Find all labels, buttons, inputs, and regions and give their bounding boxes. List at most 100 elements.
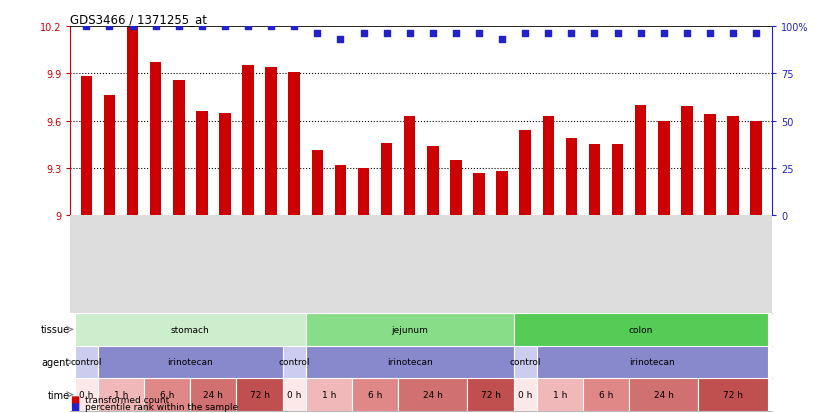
Bar [496,171,508,216]
Text: time: time [48,390,69,400]
Point [519,31,532,38]
Bar [127,27,138,216]
Text: irinotecan: irinotecan [387,358,433,367]
Bar [681,107,693,216]
Bar [288,72,300,216]
Point [704,31,717,38]
Point [149,24,162,30]
Bar [537,346,767,378]
Text: agent: agent [41,357,69,367]
Bar [427,147,439,216]
Text: 72 h: 72 h [481,390,501,399]
Text: 6 h: 6 h [599,390,613,399]
Text: 1 h: 1 h [114,390,128,399]
Text: 24 h: 24 h [654,390,674,399]
Point [681,31,694,38]
Text: 0 h: 0 h [79,390,93,399]
Text: transformed count: transformed count [85,395,169,404]
Bar [306,346,514,378]
Point [472,31,486,38]
Bar [282,346,306,378]
Text: irinotecan: irinotecan [629,358,675,367]
Text: 6 h: 6 h [160,390,174,399]
Point [287,24,301,30]
Point [103,24,116,30]
Bar [75,313,306,346]
Point [380,31,393,38]
Bar [75,346,98,378]
Bar [699,378,767,411]
Text: colon: colon [629,325,653,334]
Bar [311,151,323,216]
Bar [144,378,190,411]
Text: ■: ■ [70,394,79,404]
Bar [150,63,161,216]
Text: 1 h: 1 h [321,390,336,399]
Bar [543,116,554,216]
Bar [635,105,647,216]
Point [126,24,139,30]
Bar [306,378,352,411]
Text: control: control [510,358,541,367]
Bar [352,378,398,411]
Point [311,31,324,38]
Bar [236,378,282,411]
Bar [81,77,93,216]
Point [334,37,347,43]
Bar [98,346,282,378]
Bar [98,378,144,411]
Bar [450,161,462,216]
Bar [727,116,738,216]
Bar [404,116,415,216]
Point [80,24,93,30]
Point [749,31,762,38]
Point [426,31,439,38]
Point [403,31,416,38]
Bar [282,378,306,411]
Point [264,24,278,30]
Point [542,31,555,38]
Text: GDS3466 / 1371255_at: GDS3466 / 1371255_at [70,13,207,26]
Text: 0 h: 0 h [518,390,533,399]
Point [218,24,231,30]
Bar [589,145,601,216]
Bar [520,131,531,216]
Bar [335,165,346,216]
Point [588,31,601,38]
Bar [196,112,207,216]
Point [611,31,624,38]
Bar [750,121,762,216]
Text: irinotecan: irinotecan [168,358,213,367]
Bar [219,114,230,216]
Text: stomach: stomach [171,325,210,334]
Text: control: control [71,358,102,367]
Bar [583,378,629,411]
Bar [104,96,116,216]
Bar [190,378,236,411]
Bar [514,313,767,346]
Bar [75,378,98,411]
Point [195,24,208,30]
Text: tissue: tissue [40,325,69,335]
Text: 0 h: 0 h [287,390,301,399]
Point [241,24,254,30]
Bar [612,145,624,216]
Bar [242,66,254,216]
Bar [658,121,670,216]
Text: 24 h: 24 h [203,390,223,399]
Bar [537,378,583,411]
Bar [381,143,392,216]
Bar [398,378,468,411]
Bar [265,68,277,216]
Bar [514,346,537,378]
Bar [358,169,369,216]
Bar [705,115,715,216]
Bar [468,378,514,411]
Text: 72 h: 72 h [249,390,269,399]
Bar [514,378,537,411]
Point [726,31,739,38]
Text: 72 h: 72 h [723,390,743,399]
Point [565,31,578,38]
Bar [306,313,514,346]
Bar [473,173,485,216]
